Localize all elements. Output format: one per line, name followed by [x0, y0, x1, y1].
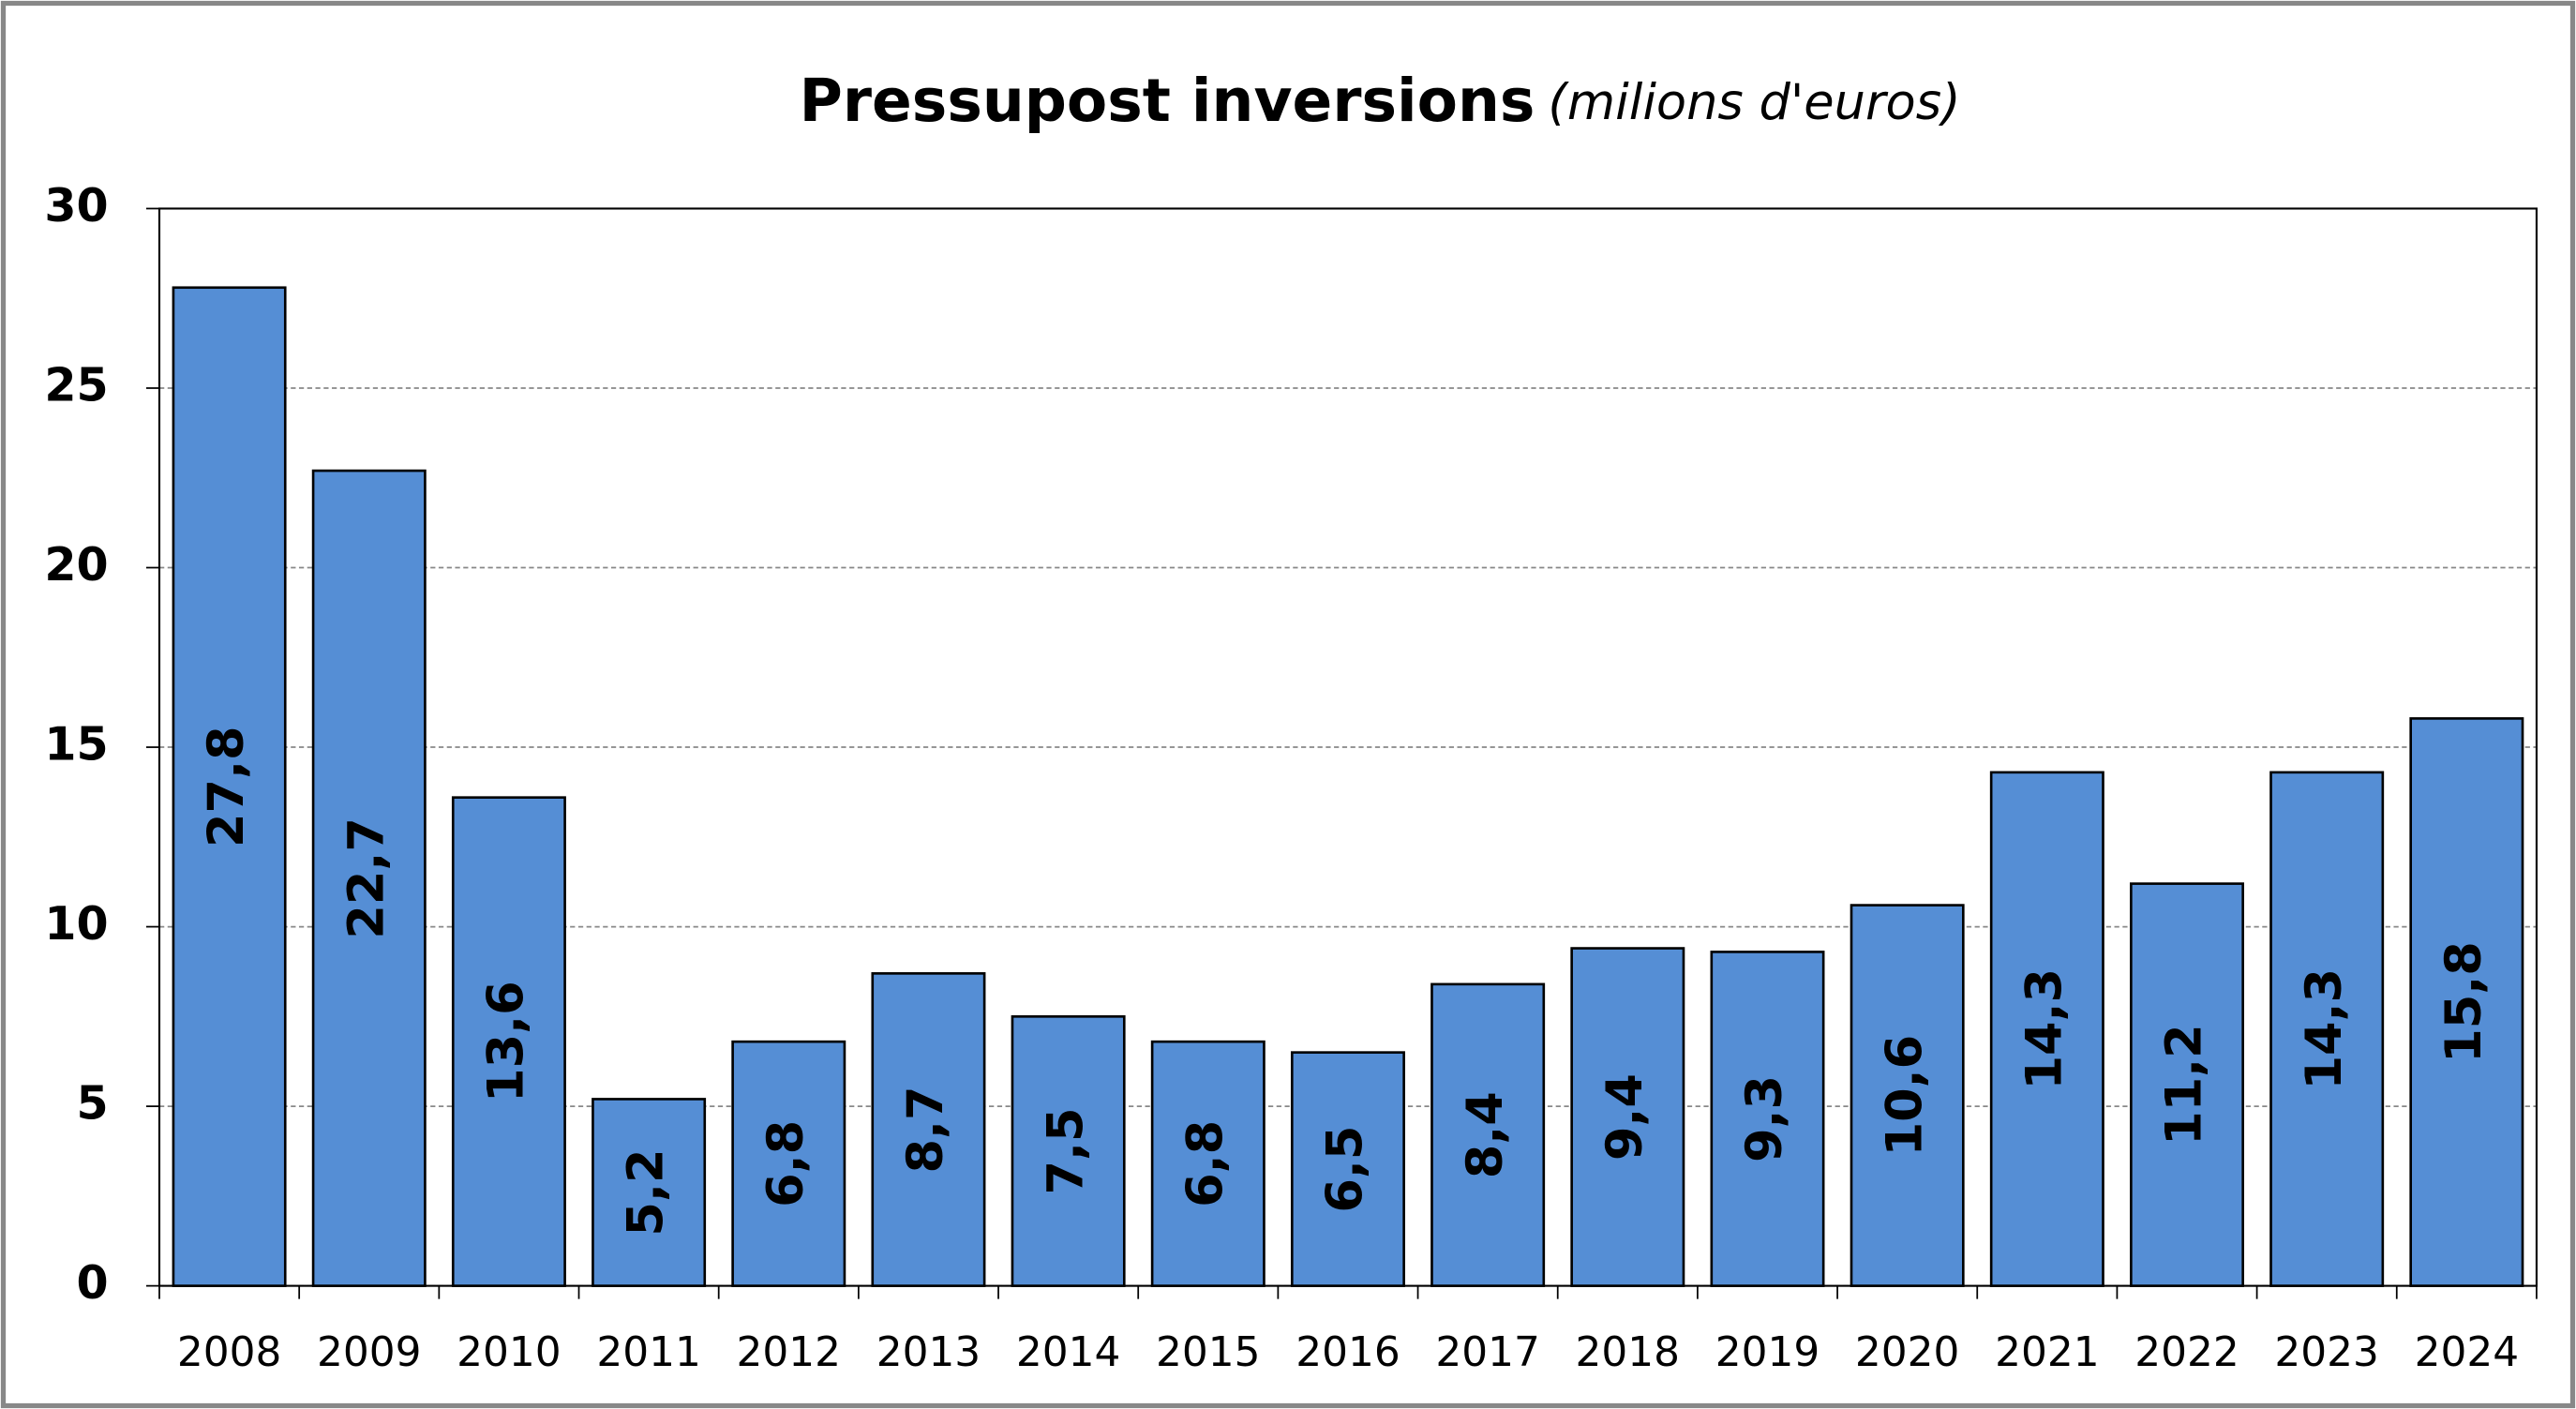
data-label: 7,5 — [1037, 1107, 1094, 1194]
chart-title: Pressupost inversions (milions d'euros) — [800, 66, 1961, 135]
bar — [2409, 717, 2524, 1287]
data-label: 13,6 — [478, 981, 535, 1102]
x-tick-label: 2013 — [876, 1328, 981, 1376]
x-tick-label: 2023 — [2274, 1328, 2378, 1376]
x-tick-label: 2024 — [2415, 1328, 2519, 1376]
y-tick-label: 25 — [44, 358, 108, 412]
y-tick-label: 30 — [44, 178, 108, 232]
bar — [172, 286, 287, 1287]
bar — [871, 972, 986, 1287]
y-tick-label: 5 — [77, 1076, 109, 1131]
y-tick-label: 20 — [44, 537, 108, 592]
x-tick-label: 2021 — [1995, 1328, 2099, 1376]
bar — [1290, 1051, 1405, 1287]
bar — [1710, 951, 1825, 1287]
bar — [731, 1040, 846, 1287]
x-tick-label: 2018 — [1576, 1328, 1680, 1376]
bar — [311, 469, 427, 1287]
data-label: 8,7 — [897, 1086, 954, 1173]
bar — [1150, 1040, 1266, 1287]
x-tick-label: 2009 — [317, 1328, 421, 1376]
data-label: 9,3 — [1736, 1075, 1793, 1162]
y-tick-label: 10 — [44, 896, 108, 951]
bar — [1850, 904, 1965, 1287]
data-label: 6,8 — [1176, 1120, 1234, 1207]
data-label: 8,4 — [1457, 1091, 1514, 1178]
x-tick-label: 2008 — [177, 1328, 281, 1376]
data-label: 15,8 — [2435, 941, 2493, 1063]
data-label: 14,3 — [2015, 968, 2073, 1090]
data-label: 10,6 — [1876, 1035, 1933, 1157]
x-tick-label: 2010 — [457, 1328, 561, 1376]
bar — [2130, 882, 2244, 1287]
x-tick-label: 2014 — [1016, 1328, 1120, 1376]
data-label: 9,4 — [1596, 1073, 1654, 1161]
data-label: 6,5 — [1317, 1126, 1374, 1213]
y-tick-label: 0 — [77, 1255, 109, 1310]
data-label: 5,2 — [618, 1148, 675, 1236]
x-tick-label: 2019 — [1715, 1328, 1820, 1376]
bar — [1570, 947, 1685, 1287]
x-tick-label: 2022 — [2134, 1328, 2239, 1376]
bar — [451, 796, 566, 1287]
chart-subtitle: (milions d'euros) — [1548, 74, 1960, 131]
y-tick-label: 15 — [44, 717, 108, 772]
bar — [592, 1098, 707, 1287]
x-tick-label: 2015 — [1156, 1328, 1260, 1376]
data-label: 11,2 — [2156, 1024, 2213, 1146]
x-tick-label: 2020 — [1855, 1328, 1959, 1376]
bar — [1430, 982, 1546, 1287]
bar — [2269, 771, 2385, 1287]
x-tick-label: 2012 — [737, 1328, 841, 1376]
title-main: Pressupost inversions — [800, 66, 1535, 135]
x-tick-label: 2017 — [1435, 1328, 1539, 1376]
data-label: 22,7 — [337, 817, 395, 939]
x-tick-label: 2011 — [596, 1328, 700, 1376]
data-label: 6,8 — [757, 1120, 815, 1207]
bar — [1989, 771, 2104, 1287]
data-label: 14,3 — [2296, 968, 2353, 1090]
x-tick-label: 2016 — [1295, 1328, 1400, 1376]
data-label: 27,8 — [198, 726, 255, 847]
bar — [1011, 1015, 1126, 1287]
